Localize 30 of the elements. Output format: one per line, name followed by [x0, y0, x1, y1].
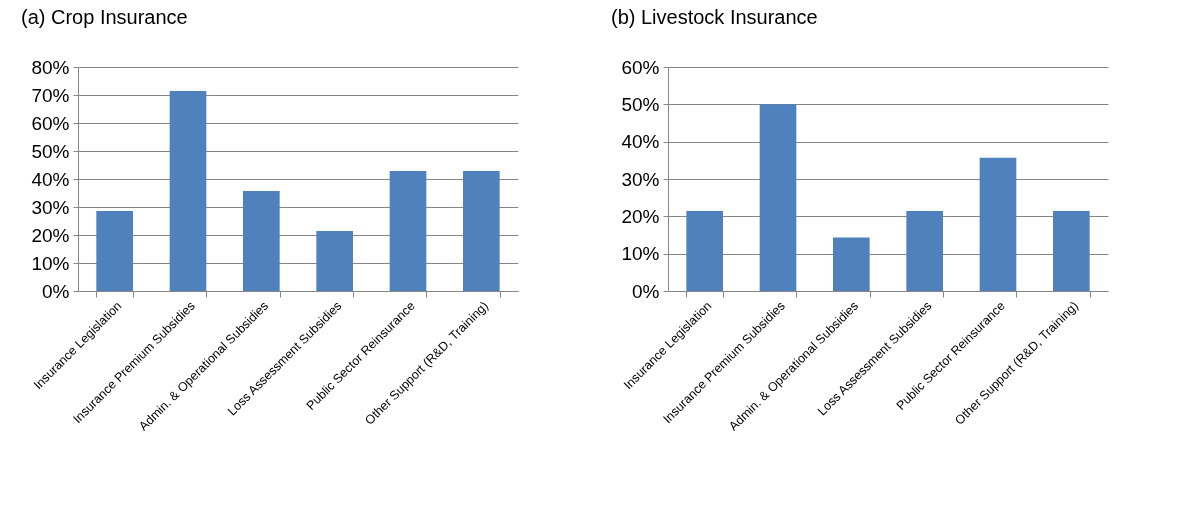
y-tick-label: 60% — [621, 56, 660, 78]
y-tick-label: 20% — [621, 205, 660, 227]
y-tick-label: 10% — [31, 252, 70, 274]
y-tick-label: 50% — [621, 93, 660, 115]
y-tick-label: 80% — [31, 56, 70, 78]
chart-title: (a) Crop Insurance — [20, 6, 188, 28]
y-tick-label: 0% — [42, 280, 70, 302]
bar — [96, 210, 133, 291]
y-tick-label: 70% — [31, 84, 70, 106]
bar — [169, 91, 207, 291]
y-tick-label: 60% — [31, 112, 70, 134]
y-tick-label: 30% — [621, 168, 660, 190]
bar — [759, 104, 797, 291]
chart-title: (b) Livestock Insurance — [610, 6, 818, 28]
y-tick-label: 20% — [31, 224, 70, 246]
bar — [463, 170, 500, 291]
bar — [316, 231, 353, 291]
bar — [906, 211, 943, 291]
bar — [389, 170, 427, 291]
y-tick-label: 10% — [621, 243, 660, 265]
y-tick-label: 50% — [31, 140, 70, 162]
bar — [1053, 211, 1090, 291]
y-tick-label: 40% — [621, 131, 660, 153]
bar — [243, 191, 280, 291]
y-tick-label: 30% — [31, 196, 70, 218]
y-tick-label: 40% — [31, 168, 70, 190]
y-tick-label: 0% — [632, 280, 660, 302]
bar — [833, 237, 870, 291]
bar — [979, 157, 1017, 291]
bar — [686, 211, 723, 291]
